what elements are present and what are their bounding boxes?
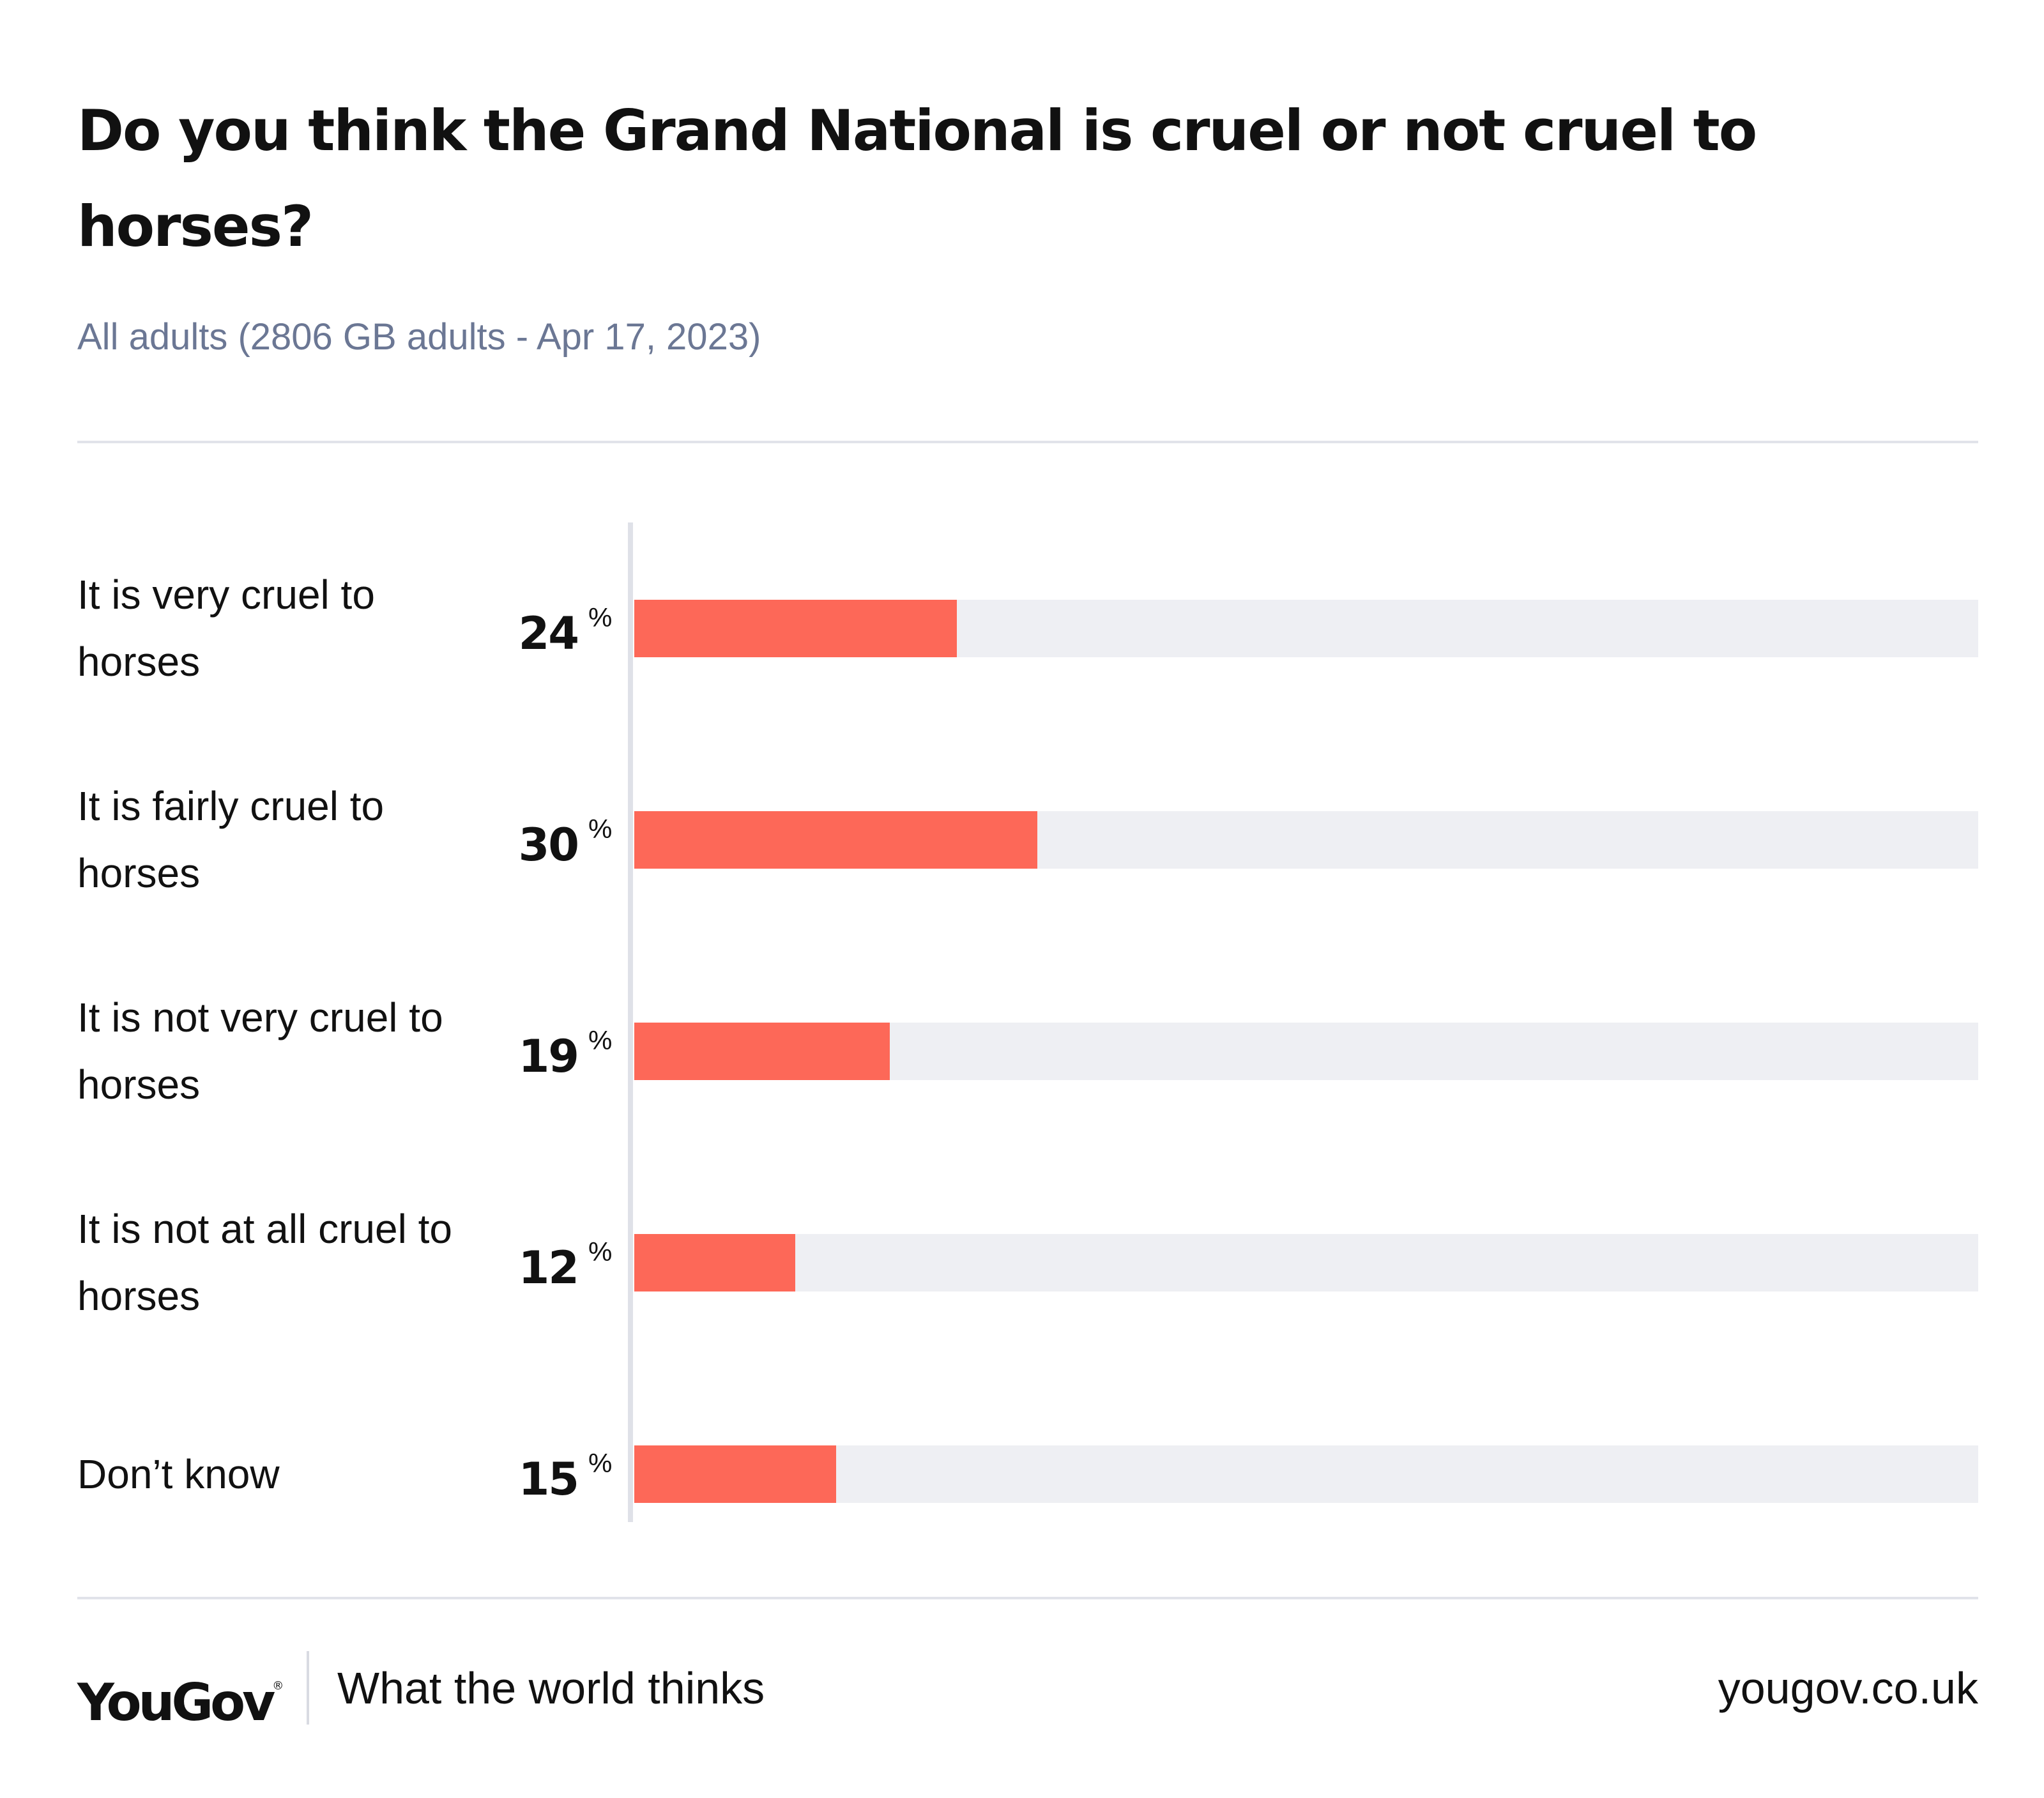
bar [634,811,1038,869]
value-label: 15 [518,1453,579,1505]
percent-sign: % [588,602,613,632]
yougov-logo: YouGov® [77,1654,284,1735]
bar [634,1234,796,1291]
bar [634,600,957,657]
category-label: It is not very cruel to horses [77,994,443,1108]
bottom-divider [77,1597,1978,1599]
top-divider [77,441,1978,443]
category-label: Don’t know [77,1451,280,1497]
category-label: It is fairly cruel to horses [77,783,385,896]
category-label: It is very cruel to horses [77,572,375,685]
y-axis-line [628,522,633,1522]
value-label: 24 [518,607,579,660]
category-label: It is not at all cruel to horses [77,1206,452,1319]
bar-track [634,1234,1978,1291]
bar [634,1445,836,1503]
percent-sign: % [588,814,613,844]
bar-track [634,1445,1978,1503]
logo-text: YouGov [77,1673,275,1732]
footer-url: yougov.co.uk [1718,1663,1978,1713]
registered-mark: ® [272,1679,284,1693]
chart-title: Do you think the Grand National is cruel… [77,98,1757,259]
percent-sign: % [588,1237,613,1267]
chart-subtitle: All adults (2806 GB adults - Apr 17, 202… [77,316,761,358]
footer-separator [307,1651,309,1725]
value-label: 12 [518,1242,579,1294]
value-label: 30 [518,819,579,871]
percent-sign: % [588,1448,613,1478]
value-label: 19 [518,1030,579,1083]
percent-sign: % [588,1025,613,1055]
bar [634,1023,890,1080]
footer-tagline: What the world thinks [337,1663,765,1713]
